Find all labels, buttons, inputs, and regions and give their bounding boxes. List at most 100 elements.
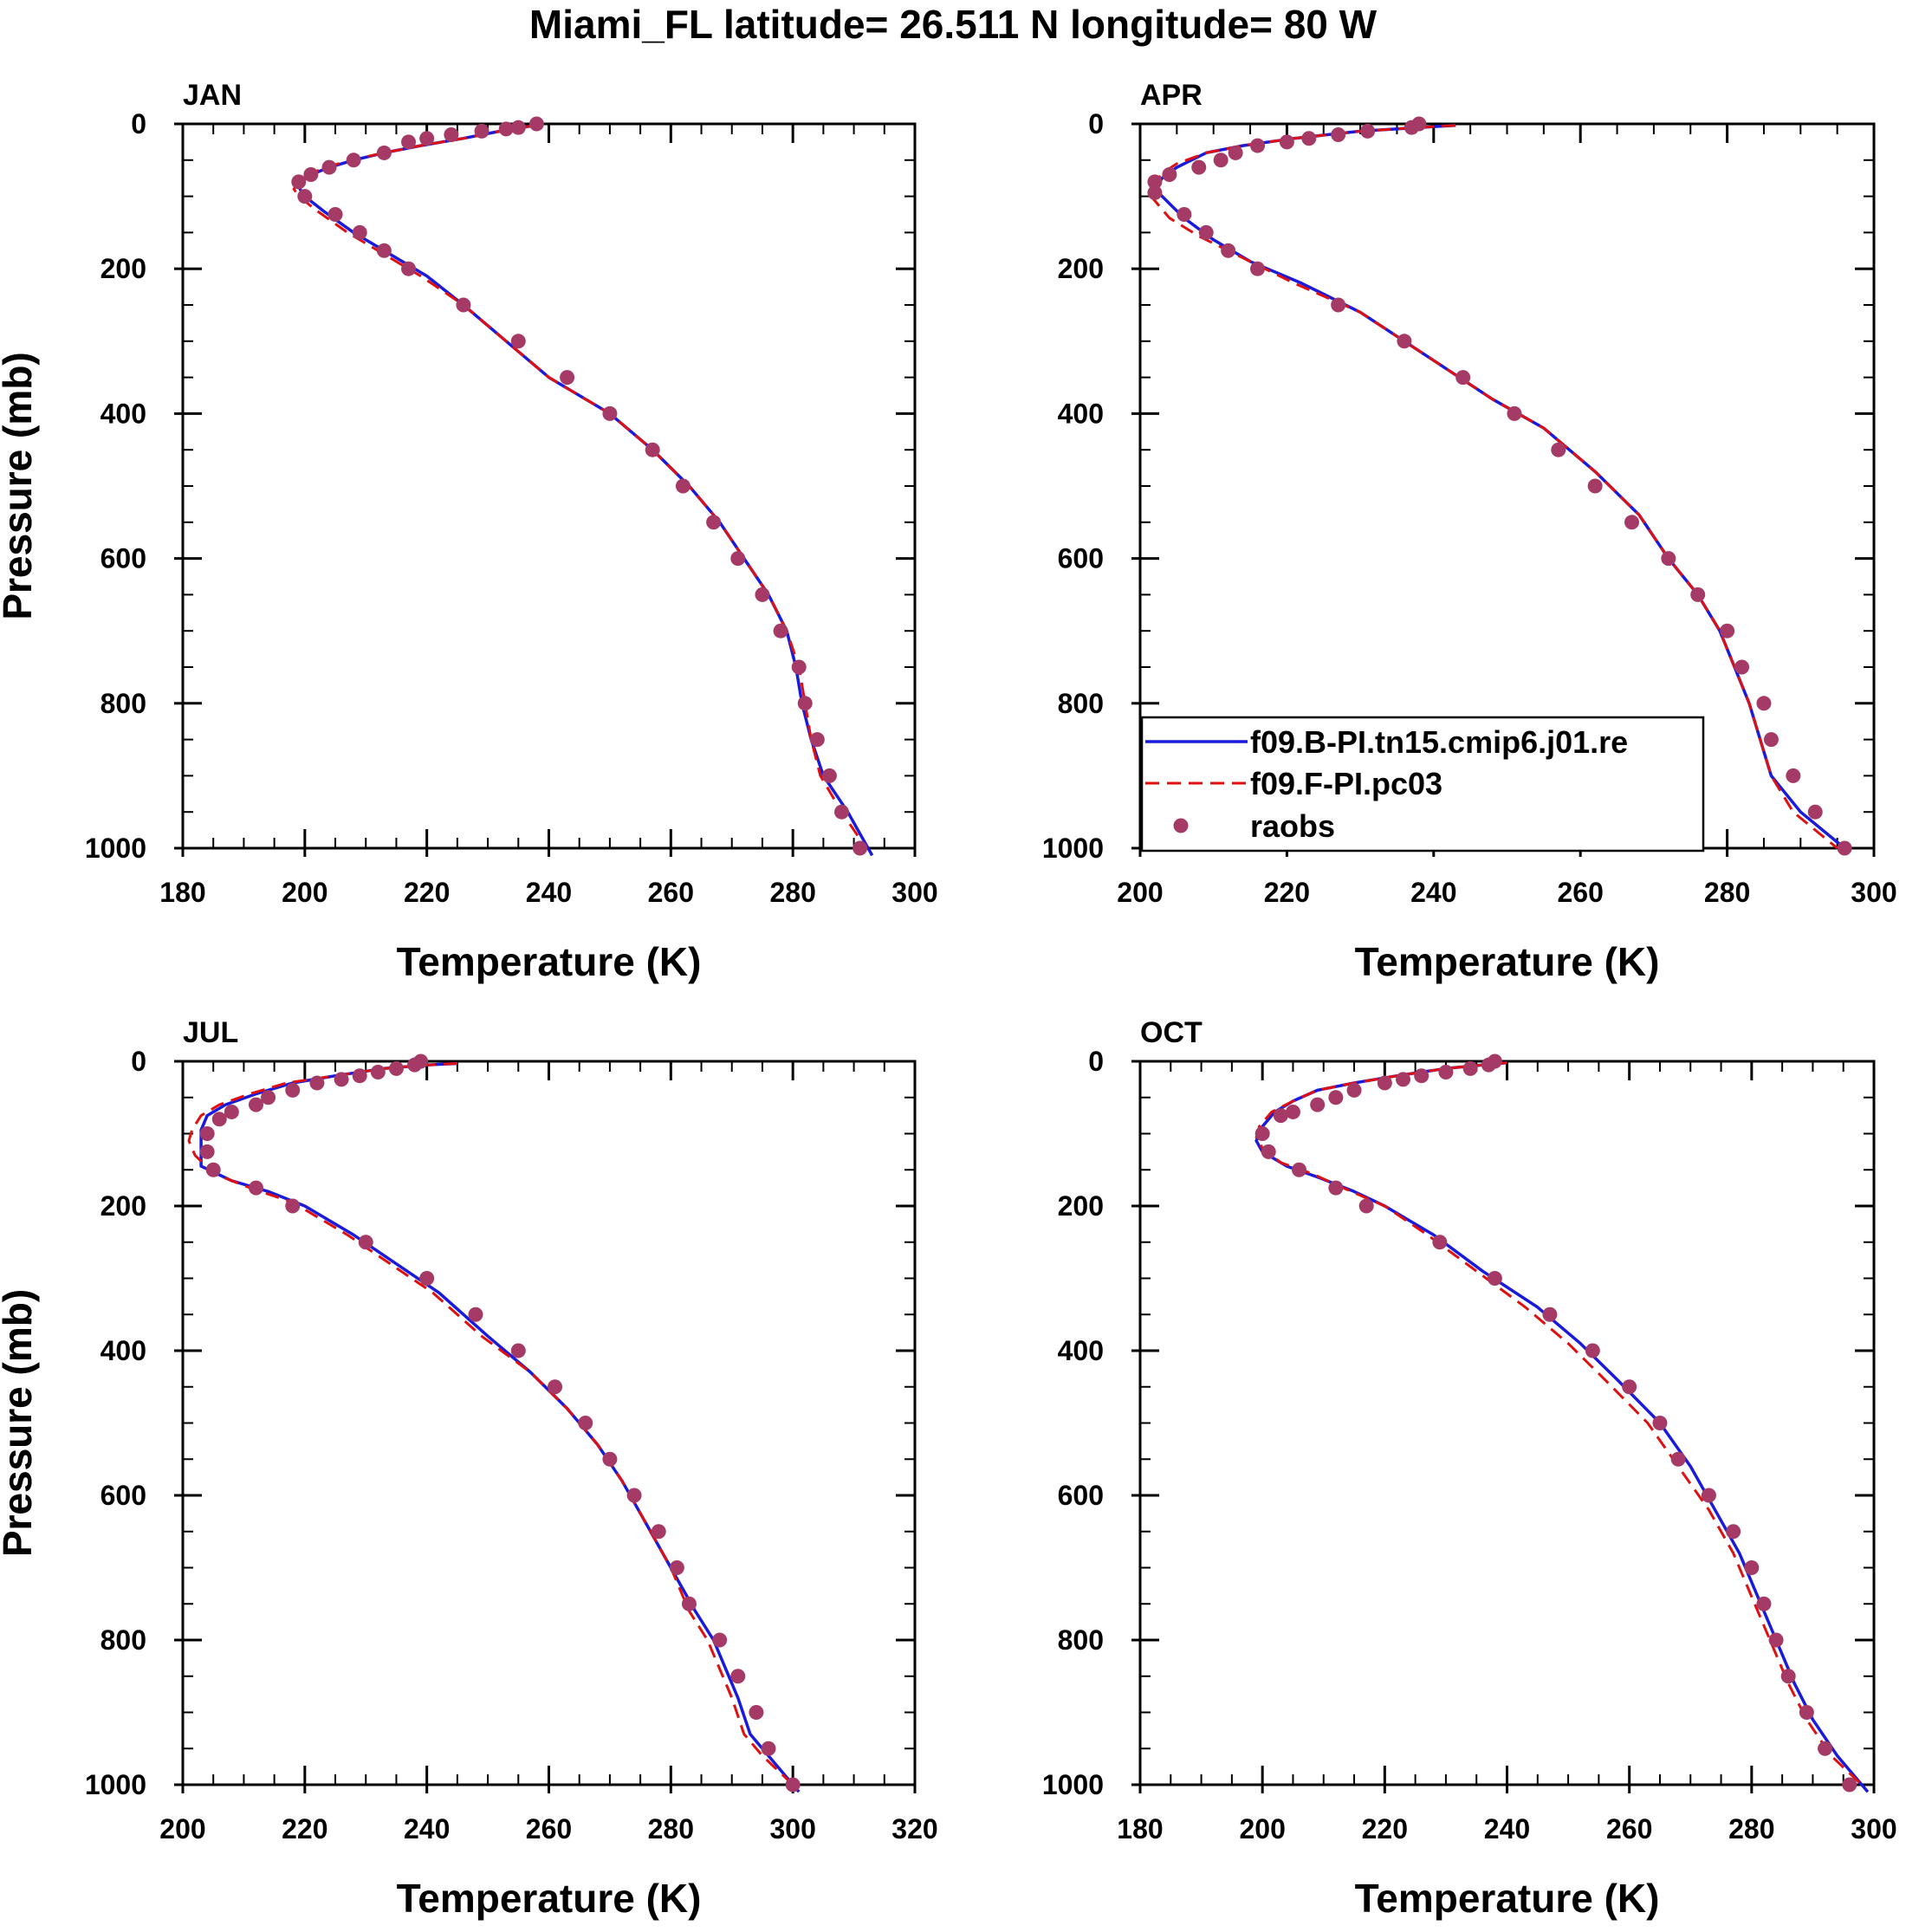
jul-ytick-label: 400 xyxy=(100,1335,146,1366)
jul-raobs-point xyxy=(548,1379,563,1395)
jul-ytick-label: 800 xyxy=(100,1624,146,1656)
apr-xtick-label: 300 xyxy=(1851,877,1896,908)
oct-raobs-point xyxy=(1254,1126,1270,1141)
jul-raobs-point xyxy=(352,1068,367,1084)
jan-raobs-point xyxy=(560,370,575,386)
jan-panel-title: JAN xyxy=(183,79,242,112)
jan-raobs-point xyxy=(303,167,319,183)
oct-ylabel: Pressure (mb) xyxy=(0,1289,40,1557)
jul-xlabel: Temperature (K) xyxy=(397,1876,702,1921)
apr-raobs-point xyxy=(1250,138,1266,153)
jan-raobs-point xyxy=(291,174,307,190)
oct-raobs-point xyxy=(1432,1235,1448,1250)
jul-raobs-point xyxy=(407,1057,423,1073)
jan-series-f09-f-pi xyxy=(292,125,867,849)
apr-raobs-point xyxy=(1455,370,1471,386)
oct-xlabel: Temperature (K) xyxy=(1355,1876,1660,1921)
oct-raobs-point xyxy=(1652,1416,1668,1430)
jul-raobs-point xyxy=(510,1343,526,1358)
oct-raobs-point xyxy=(1328,1180,1344,1196)
apr-raobs-point xyxy=(1147,185,1163,200)
jul-raobs-point xyxy=(205,1162,221,1177)
jan-xtick-label: 200 xyxy=(282,877,327,908)
jul-series-f09-b-pi xyxy=(199,1061,801,1793)
jan-raobs-point xyxy=(376,145,392,160)
oct-raobs-point xyxy=(1481,1057,1496,1073)
jul-xtick-label: 240 xyxy=(404,1813,450,1844)
oct-raobs-point xyxy=(1799,1705,1814,1720)
apr-raobs-point xyxy=(1397,334,1412,349)
apr-xtick-label: 260 xyxy=(1558,877,1604,908)
oct-raobs-point xyxy=(1358,1198,1374,1214)
apr-raobs-point xyxy=(1301,131,1317,146)
jul-ytick-label: 600 xyxy=(100,1480,146,1511)
jul-xtick-label: 220 xyxy=(282,1813,327,1844)
jul-raobs-point xyxy=(224,1104,239,1119)
oct-raobs-point xyxy=(1780,1669,1796,1684)
apr-xlabel: Temperature (K) xyxy=(1355,939,1660,984)
apr-raobs-point xyxy=(1221,243,1236,258)
jul-panel-title: JUL xyxy=(183,1016,238,1049)
oct-panel-title: OCT xyxy=(1140,1016,1203,1049)
oct-raobs-point xyxy=(1756,1596,1772,1611)
jul-raobs-point xyxy=(578,1416,593,1430)
jan-ytick-label: 0 xyxy=(131,108,146,139)
jan-raobs-point xyxy=(510,120,526,135)
jul-xtick-label: 320 xyxy=(891,1813,937,1844)
oct-xtick-label: 180 xyxy=(1117,1813,1163,1844)
jul-raobs-point xyxy=(651,1524,666,1540)
apr-raobs-point xyxy=(1360,123,1376,139)
jan-xtick-label: 260 xyxy=(648,877,694,908)
panel-jan: 0 200 400 600 800 1000 180 200 220 240 260 280 300 Te… xyxy=(0,79,938,984)
apr-raobs-point xyxy=(1198,224,1214,240)
jan-ytick-label: 200 xyxy=(100,253,146,284)
oct-raobs-point xyxy=(1273,1108,1288,1124)
jan-raobs-point xyxy=(376,243,392,258)
jul-raobs-point xyxy=(261,1090,276,1105)
apr-raobs-point xyxy=(1331,297,1346,313)
panel-jul: 0 200 400 600 800 1000 200 220 240 260 280 300 320 Te… xyxy=(0,1016,938,1921)
oct-xtick-label: 280 xyxy=(1728,1813,1774,1844)
oct-ytick-label: 800 xyxy=(1058,1624,1104,1656)
jul-xtick-label: 280 xyxy=(648,1813,694,1844)
apr-xtick-label: 240 xyxy=(1410,877,1456,908)
jan-ytick-label: 400 xyxy=(100,398,146,429)
oct-raobs-point xyxy=(1414,1068,1430,1084)
apr-raobs-point xyxy=(1690,587,1706,602)
jan-raobs-point xyxy=(602,405,618,421)
jul-raobs-point xyxy=(712,1632,728,1648)
oct-raobs-point xyxy=(1726,1524,1741,1540)
jan-raobs-point xyxy=(321,159,337,175)
apr-raobs-point xyxy=(1756,696,1772,711)
jul-series-f09-f-pi xyxy=(187,1062,794,1786)
oct-raobs-point xyxy=(1744,1560,1760,1575)
apr-raobs-point xyxy=(1507,405,1522,421)
apr-ytick-label: 400 xyxy=(1058,398,1104,429)
apr-raobs-point xyxy=(1587,478,1603,494)
jan-ytick-label: 1000 xyxy=(85,833,146,864)
jan-raobs-point xyxy=(352,224,367,240)
jul-raobs-point xyxy=(285,1082,301,1098)
oct-raobs-point xyxy=(1292,1162,1307,1177)
jul-ytick-label: 200 xyxy=(100,1190,146,1222)
apr-raobs-point xyxy=(1624,515,1639,530)
jul-raobs-point xyxy=(285,1198,301,1214)
jul-raobs-point xyxy=(602,1451,618,1467)
jan-raobs-point xyxy=(853,840,868,856)
jul-raobs-point xyxy=(309,1075,325,1091)
jan-raobs-point xyxy=(797,696,813,711)
apr-ylabel: Pressure (mb) xyxy=(0,352,40,619)
oct-ytick-label: 600 xyxy=(1058,1480,1104,1511)
oct-raobs-point xyxy=(1585,1343,1600,1358)
apr-raobs-point xyxy=(1720,623,1735,639)
jan-raobs-point xyxy=(346,152,361,168)
jan-raobs-point xyxy=(755,587,770,602)
oct-series-f09-f-pi xyxy=(1254,1061,1863,1786)
oct-raobs-point xyxy=(1310,1097,1326,1112)
oct-raobs-point xyxy=(1818,1741,1833,1756)
oct-ytick-label: 1000 xyxy=(1042,1769,1104,1800)
oct-xtick-label: 260 xyxy=(1606,1813,1652,1844)
apr-xtick-label: 280 xyxy=(1704,877,1750,908)
legend-label: raobs xyxy=(1250,808,1335,844)
panel-apr: 0 200 400 600 800 1000 200 220 240 260 280 300 Tempe… xyxy=(0,79,1897,984)
